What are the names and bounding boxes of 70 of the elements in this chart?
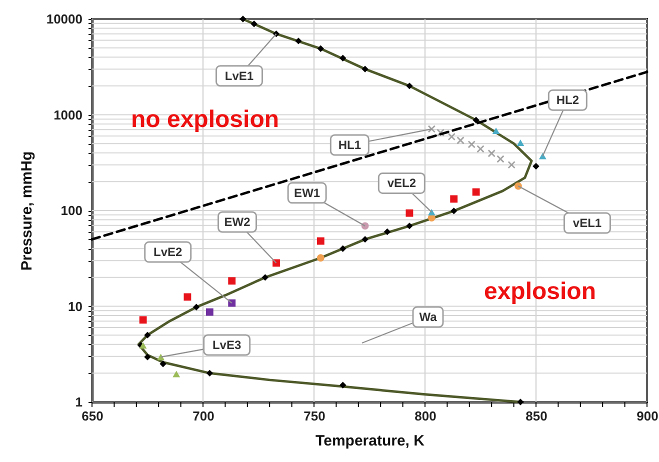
annotation: LvE2 (154, 245, 183, 260)
annotation: no explosion (130, 106, 280, 133)
annotation: EW2 (224, 214, 251, 229)
point (317, 45, 324, 52)
point (406, 82, 413, 90)
point (456, 136, 464, 144)
point (262, 274, 269, 281)
x-tick-label: 900 (636, 408, 658, 424)
point (492, 128, 500, 134)
point (295, 38, 302, 44)
x-tick-label: 800 (414, 408, 436, 424)
point (340, 382, 346, 388)
point (316, 254, 324, 262)
x-tick-label: 750 (304, 408, 326, 424)
annotation: LvE1 (224, 68, 254, 83)
point (476, 144, 484, 153)
y-tick-label: 1 (75, 394, 82, 410)
annotation: HL1 (338, 138, 362, 152)
point (428, 125, 436, 133)
point (144, 354, 151, 360)
x-tick-label: 650 (82, 408, 104, 424)
point (340, 54, 346, 62)
annotation: EW1 (294, 186, 320, 200)
point (139, 342, 147, 349)
annotation: vEL1 (572, 216, 602, 230)
annotation: explosion (484, 278, 596, 305)
point (538, 152, 546, 160)
point (139, 316, 147, 324)
point (496, 155, 504, 163)
point (240, 16, 246, 22)
point (160, 360, 166, 368)
point (508, 160, 516, 169)
point (384, 228, 391, 236)
annotation: LvE3 (212, 338, 242, 352)
x-axis-title: Temperature, K (316, 432, 425, 450)
point (436, 128, 444, 137)
point (472, 116, 480, 124)
point (472, 188, 480, 196)
point (316, 237, 324, 245)
point (406, 222, 413, 230)
point (206, 370, 214, 377)
annotation: Wa (419, 310, 438, 324)
point (468, 140, 476, 148)
point (516, 140, 524, 146)
point (206, 308, 214, 316)
point (362, 236, 368, 243)
y-tick-label: 100 (60, 203, 82, 218)
point (362, 66, 368, 72)
annotation: vEL2 (387, 176, 416, 190)
point (228, 277, 236, 285)
y-tick-label: 10000 (46, 12, 82, 26)
x-tick-label: 850 (526, 408, 548, 424)
point (448, 132, 456, 141)
y-tick-label: 10 (68, 298, 82, 314)
point (450, 195, 458, 203)
point (144, 332, 151, 338)
point (450, 208, 458, 214)
x-tick-label: 700 (192, 408, 214, 424)
point (488, 149, 496, 158)
point (428, 208, 436, 216)
point (532, 162, 540, 170)
point (340, 245, 346, 252)
point (250, 20, 258, 28)
point (172, 370, 180, 378)
y-tick-label: 1000 (54, 107, 82, 122)
annotation: HL2 (556, 93, 580, 108)
point (517, 398, 524, 406)
y-axis-title: Pressure, mmHg (18, 151, 36, 271)
point (406, 209, 414, 217)
point (192, 304, 200, 310)
